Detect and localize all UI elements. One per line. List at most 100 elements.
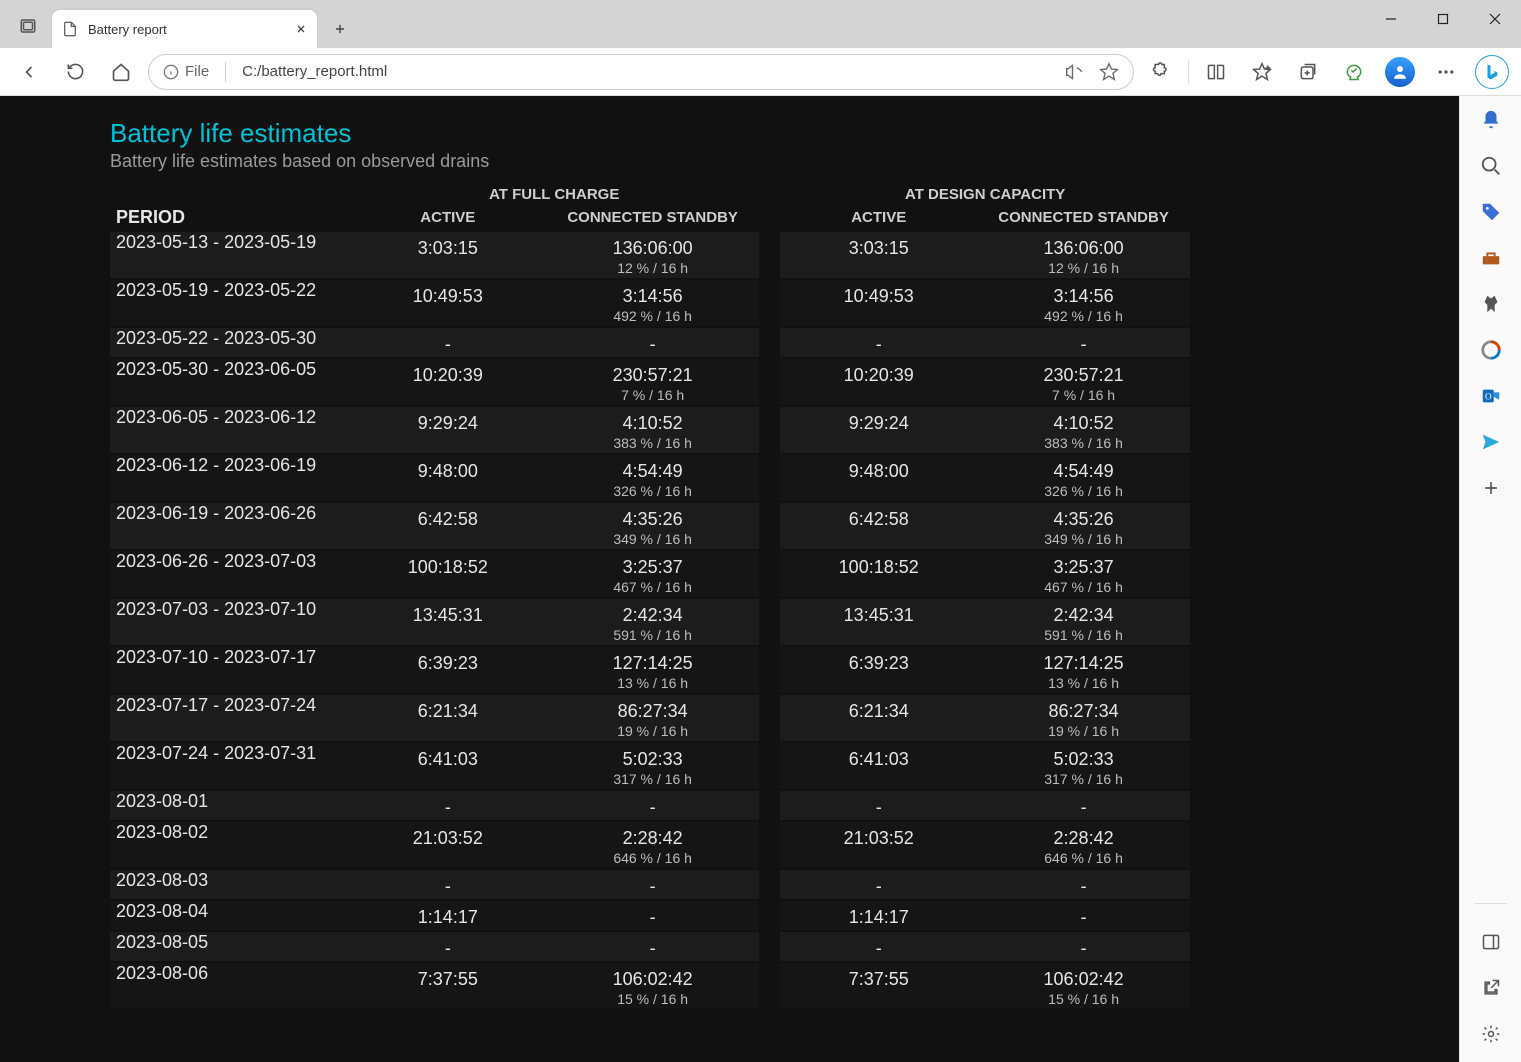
table-cell: 9:48:00 — [349, 454, 546, 502]
profile-avatar[interactable] — [1381, 53, 1419, 91]
table-row: 2023-08-01---- — [110, 790, 1190, 821]
bing-button[interactable] — [1473, 53, 1511, 91]
period-cell: 2023-06-19 - 2023-06-26 — [110, 502, 349, 550]
shopping-tag-icon[interactable] — [1477, 198, 1505, 226]
close-window-button[interactable] — [1469, 0, 1521, 38]
table-cell: 100:18:52 — [780, 550, 977, 598]
back-button[interactable] — [10, 53, 48, 91]
battery-report: Battery life estimates Battery life esti… — [0, 96, 1459, 1062]
tab-actions-icon[interactable] — [8, 6, 48, 46]
cell-subtext: 19 % / 16 h — [977, 723, 1190, 739]
table-cell: - — [546, 869, 759, 900]
browser-tab[interactable]: Battery report — [52, 10, 317, 48]
gap — [759, 406, 780, 454]
table-cell: 9:29:24 — [349, 406, 546, 454]
table-cell: 6:21:34 — [349, 694, 546, 742]
browser-titlebar: Battery report — [0, 0, 1521, 48]
table-cell: 4:54:49326 % / 16 h — [546, 454, 759, 502]
settings-icon[interactable] — [1477, 1020, 1505, 1048]
header-full-charge: AT FULL CHARGE — [349, 182, 759, 205]
table-cell: 13:45:31 — [780, 598, 977, 646]
table-row: 2023-05-22 - 2023-05-30---- — [110, 327, 1190, 358]
estimates-table: AT FULL CHARGE AT DESIGN CAPACITY PERIOD… — [110, 182, 1190, 1011]
table-cell: 3:25:37467 % / 16 h — [546, 550, 759, 598]
collections-icon[interactable] — [1289, 53, 1327, 91]
gap — [759, 790, 780, 821]
table-cell: 4:10:52383 % / 16 h — [546, 406, 759, 454]
url-path: C:/battery_report.html — [242, 63, 387, 80]
table-cell: 4:54:49326 % / 16 h — [977, 454, 1190, 502]
gap — [759, 598, 780, 646]
gap — [759, 279, 780, 327]
cell-subtext: 467 % / 16 h — [977, 579, 1190, 595]
table-row: 2023-06-05 - 2023-06-129:29:244:10:52383… — [110, 406, 1190, 454]
extensions-icon[interactable] — [1142, 53, 1180, 91]
favorite-icon[interactable] — [1099, 62, 1119, 82]
favorites-icon[interactable] — [1243, 53, 1281, 91]
refresh-button[interactable] — [56, 53, 94, 91]
section-title: Battery life estimates — [110, 118, 1190, 149]
notifications-icon[interactable] — [1477, 106, 1505, 134]
m365-icon[interactable] — [1477, 336, 1505, 364]
period-cell: 2023-07-03 - 2023-07-10 — [110, 598, 349, 646]
read-aloud-icon[interactable] — [1065, 62, 1085, 82]
table-cell: 4:35:26349 % / 16 h — [546, 502, 759, 550]
table-row: 2023-08-03---- — [110, 869, 1190, 900]
table-cell: 21:03:52 — [780, 821, 977, 869]
table-row: 2023-06-12 - 2023-06-199:48:004:54:49326… — [110, 454, 1190, 502]
maximize-button[interactable] — [1417, 0, 1469, 38]
gap — [759, 550, 780, 598]
table-cell: 3:03:15 — [349, 232, 546, 279]
cell-subtext: 591 % / 16 h — [977, 627, 1190, 643]
table-cell: 2:42:34591 % / 16 h — [546, 598, 759, 646]
table-cell: 4:10:52383 % / 16 h — [977, 406, 1190, 454]
home-button[interactable] — [102, 53, 140, 91]
more-menu-icon[interactable] — [1427, 53, 1465, 91]
tools-icon[interactable] — [1477, 244, 1505, 272]
table-cell: - — [977, 790, 1190, 821]
cell-subtext: 591 % / 16 h — [546, 627, 759, 643]
gap — [759, 694, 780, 742]
browser-toolbar: File C:/battery_report.html — [0, 48, 1521, 96]
table-cell: 106:02:4215 % / 16 h — [546, 962, 759, 1010]
table-cell: 6:41:03 — [349, 742, 546, 790]
split-screen-icon[interactable] — [1197, 53, 1235, 91]
table-cell: 2:42:34591 % / 16 h — [977, 598, 1190, 646]
site-info-icon[interactable]: File — [163, 63, 209, 80]
open-external-icon[interactable] — [1477, 974, 1505, 1002]
table-cell: 86:27:3419 % / 16 h — [977, 694, 1190, 742]
column-header-row: PERIOD ACTIVE CONNECTED STANDBY ACTIVE C… — [110, 205, 1190, 232]
protocol-label: File — [185, 63, 209, 80]
period-cell: 2023-08-05 — [110, 931, 349, 962]
performance-icon[interactable] — [1335, 53, 1373, 91]
send-icon[interactable] — [1477, 428, 1505, 456]
new-tab-button[interactable] — [323, 12, 357, 46]
table-cell: - — [546, 790, 759, 821]
search-icon[interactable] — [1477, 152, 1505, 180]
table-row: 2023-08-0221:03:522:28:42646 % / 16 h21:… — [110, 821, 1190, 869]
table-cell: 10:49:53 — [349, 279, 546, 327]
close-tab-icon[interactable] — [295, 23, 307, 35]
games-icon[interactable] — [1477, 290, 1505, 318]
cell-subtext: 13 % / 16 h — [546, 675, 759, 691]
address-bar[interactable]: File C:/battery_report.html — [148, 54, 1134, 90]
cell-subtext: 646 % / 16 h — [546, 850, 759, 866]
minimize-button[interactable] — [1365, 0, 1417, 38]
scroll-region[interactable]: Battery life estimates Battery life esti… — [0, 96, 1459, 1062]
divider — [1475, 903, 1507, 904]
group-header-row: AT FULL CHARGE AT DESIGN CAPACITY — [110, 182, 1190, 205]
period-cell: 2023-06-05 - 2023-06-12 — [110, 406, 349, 454]
table-cell: 3:14:56492 % / 16 h — [977, 279, 1190, 327]
period-cell: 2023-05-22 - 2023-05-30 — [110, 327, 349, 358]
add-sidebar-icon[interactable] — [1477, 474, 1505, 502]
page-viewport: Battery life estimates Battery life esti… — [0, 96, 1459, 1062]
table-cell: 1:14:17 — [349, 900, 546, 931]
sidebar-toggle-icon[interactable] — [1477, 928, 1505, 956]
gap — [759, 931, 780, 962]
outlook-icon[interactable]: O — [1477, 382, 1505, 410]
cell-subtext: 349 % / 16 h — [977, 531, 1190, 547]
table-row: 2023-07-24 - 2023-07-316:41:035:02:33317… — [110, 742, 1190, 790]
table-cell: - — [780, 790, 977, 821]
table-row: 2023-08-041:14:17-1:14:17- — [110, 900, 1190, 931]
table-cell: - — [349, 869, 546, 900]
